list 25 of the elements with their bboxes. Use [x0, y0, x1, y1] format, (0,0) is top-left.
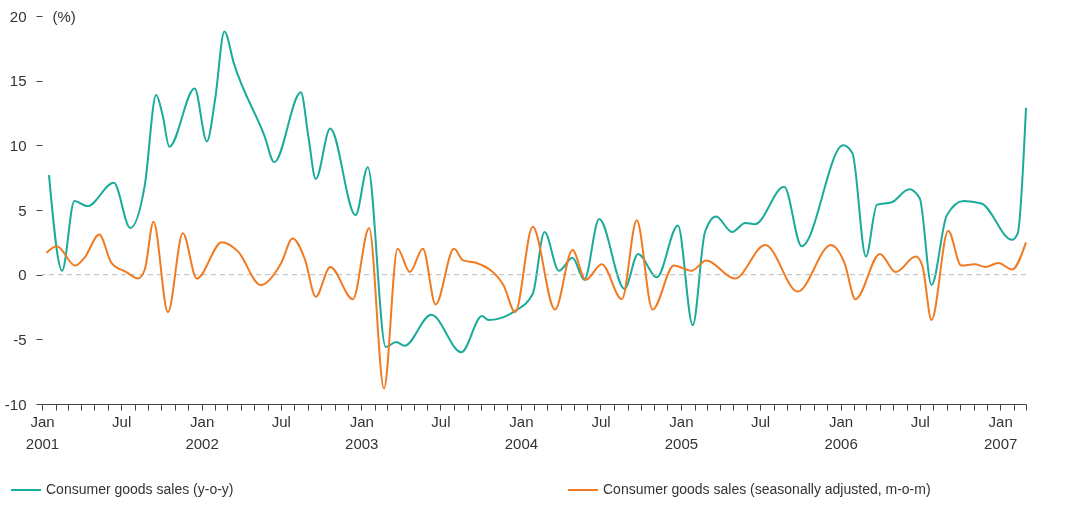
x-tick-label: Jan 2002 [185, 412, 219, 452]
line-series [45, 219, 1027, 390]
x-tick-label: Jan 2004 [504, 412, 539, 452]
x-tick-label: Jan 2006 [824, 412, 858, 452]
legend-label: Consumer goods sales (seasonally adjusted, m-o-m) [603, 481, 931, 497]
legend-label: Consumer goods sales (y-o-y) [46, 481, 234, 497]
y-tick-label: 5 [18, 201, 27, 219]
x-tick-label: Jan 2001 [25, 412, 60, 452]
y-tick-label: 20 [9, 7, 27, 25]
y-tick-label: 10 [9, 136, 27, 154]
x-tick-label: Jul [591, 412, 611, 430]
x-tick-label: Jul [112, 412, 132, 430]
y-tick-label: -10 [4, 395, 27, 413]
x-tick-label: Jan 2007 [984, 412, 1018, 452]
y-tick-label: 0 [18, 266, 27, 284]
x-tick-label: Jan 2003 [345, 412, 379, 452]
x-tick-label: Jul [910, 412, 930, 430]
x-tick-label: Jan 2005 [664, 412, 699, 452]
line-series [48, 30, 1027, 354]
y-tick-label: 15 [9, 72, 27, 90]
x-tick-label: Jul [751, 412, 771, 430]
x-tick-label: Jul [431, 412, 451, 430]
y-axis-title: (%) [52, 7, 76, 25]
y-tick-label: -5 [13, 330, 27, 348]
x-tick-label: Jul [271, 412, 291, 430]
